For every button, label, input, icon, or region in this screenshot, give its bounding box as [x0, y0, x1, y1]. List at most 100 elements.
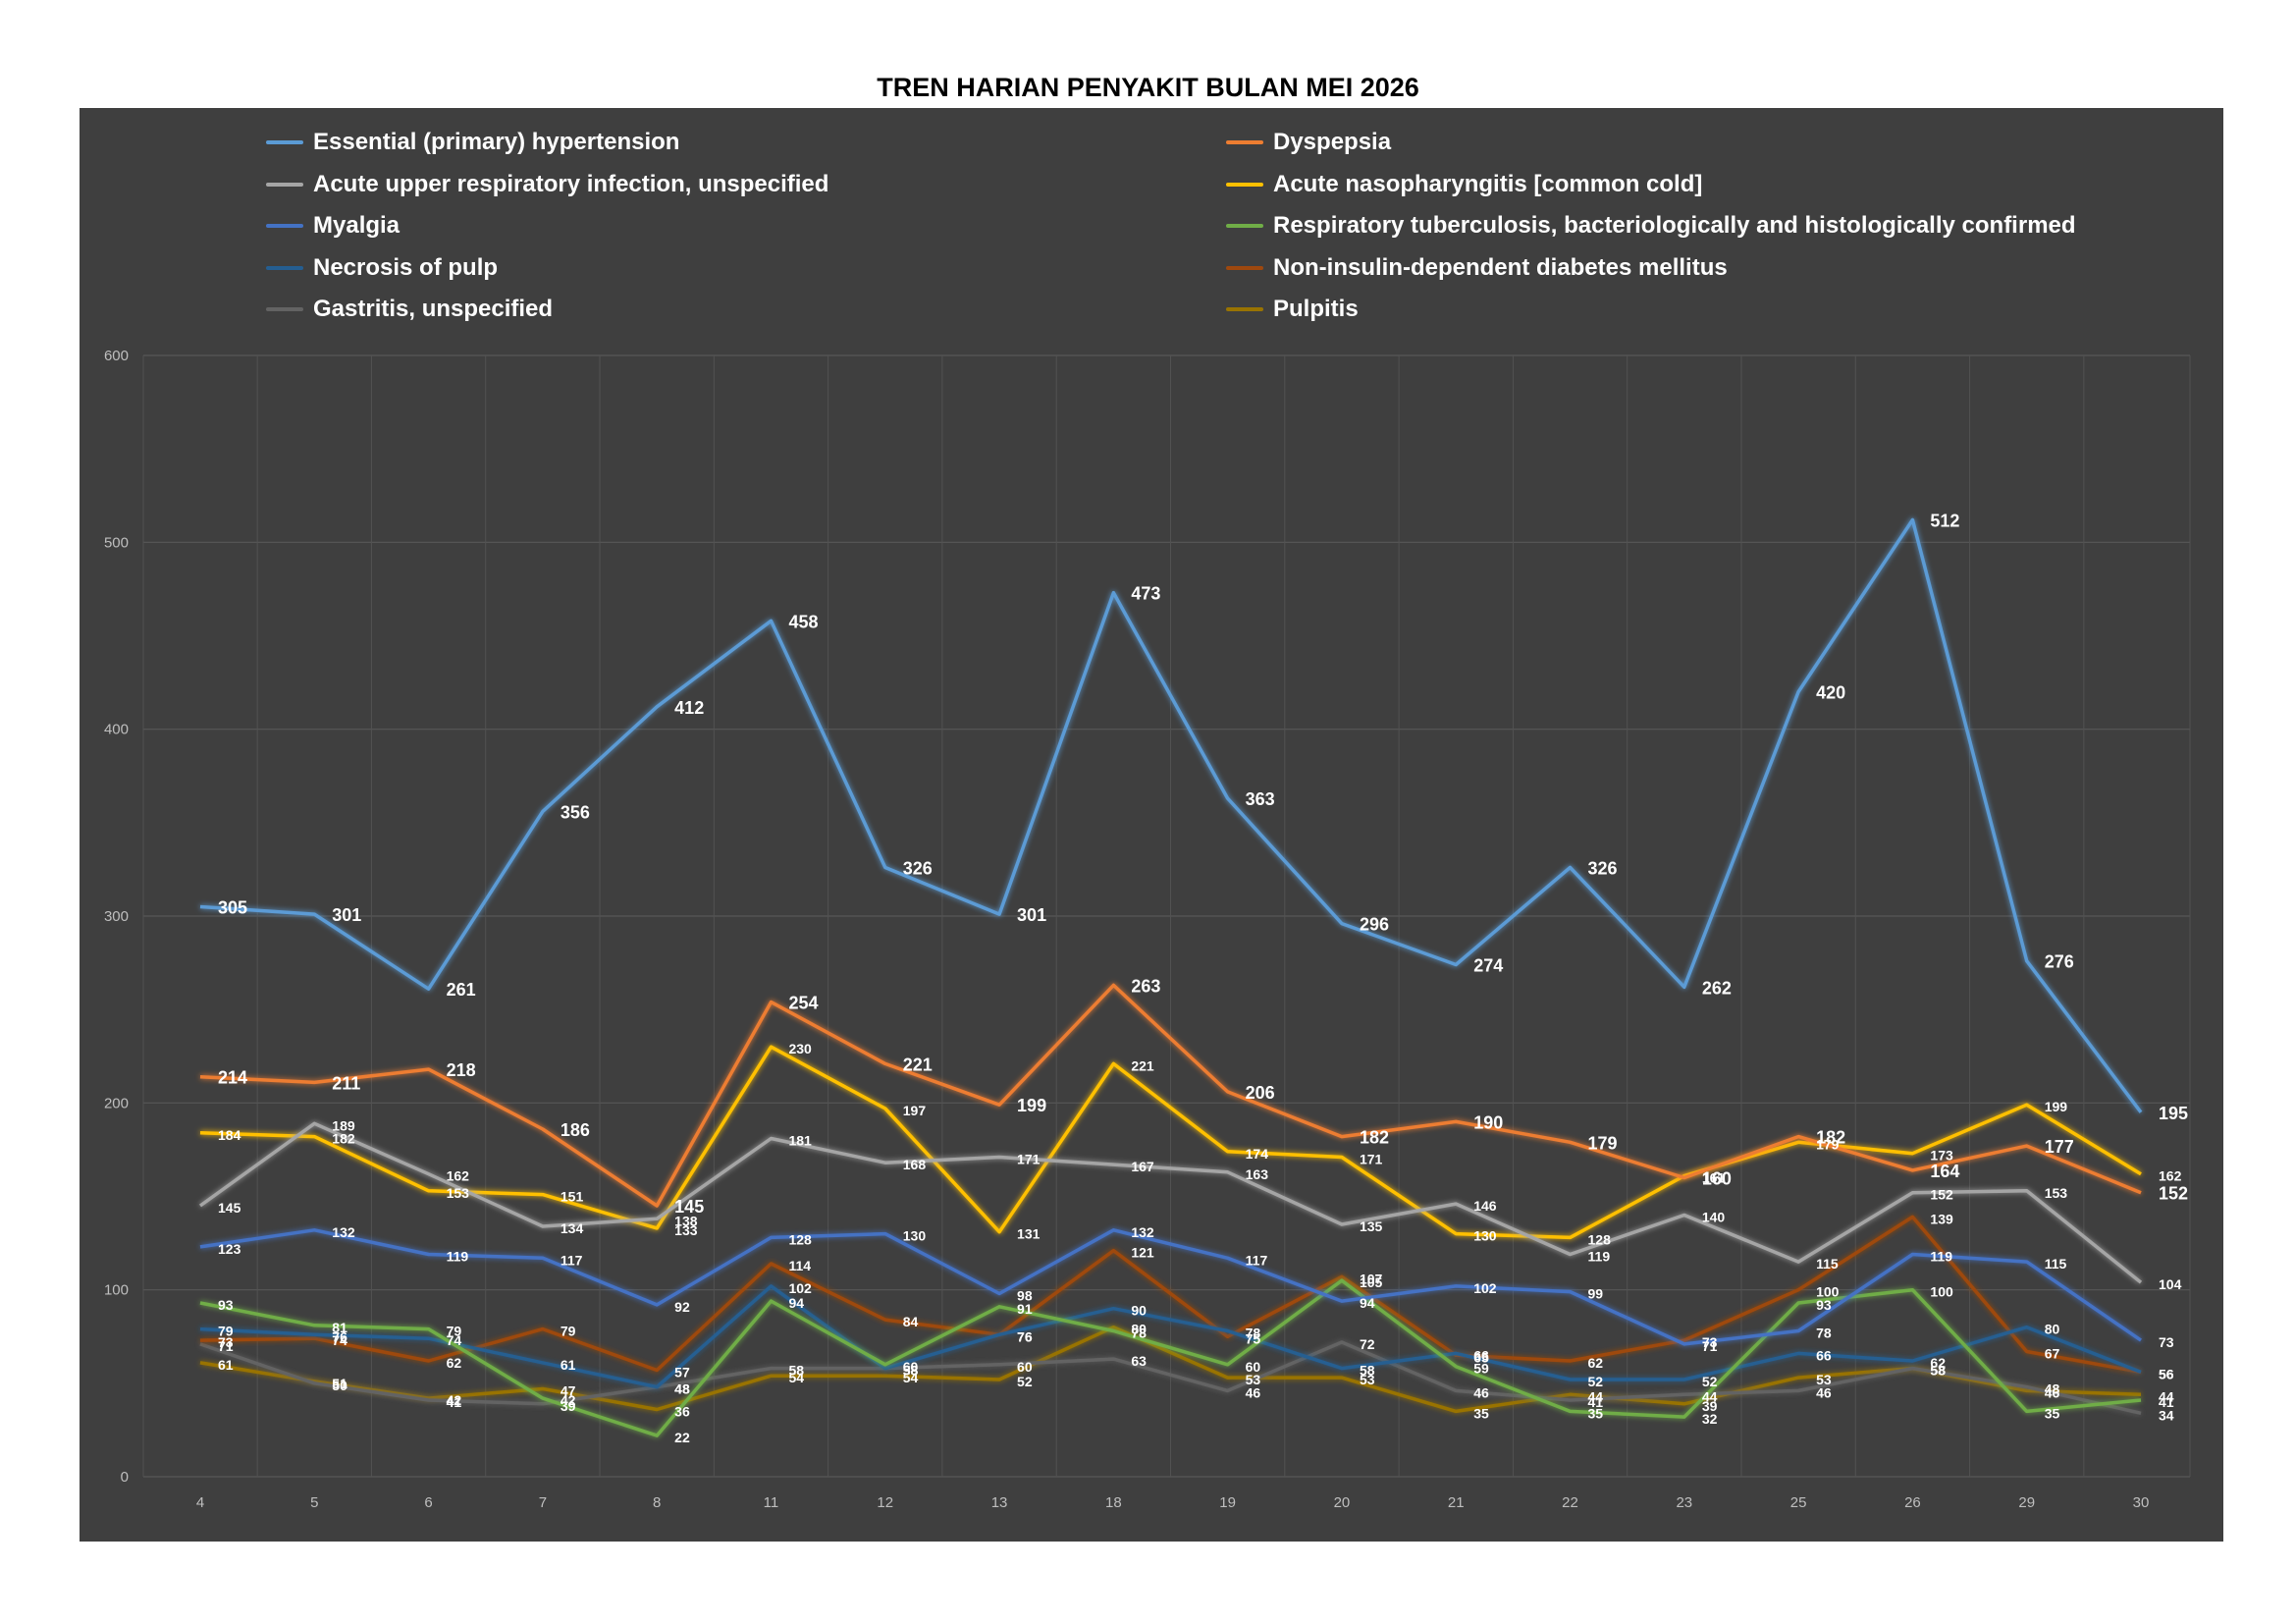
data-label: 50	[332, 1378, 347, 1393]
data-label: 133	[674, 1222, 698, 1238]
data-label: 305	[218, 897, 247, 917]
data-label: 44	[1588, 1388, 1604, 1404]
data-label: 179	[1816, 1136, 1840, 1152]
y-tick-label: 300	[104, 908, 129, 925]
data-label: 162	[447, 1168, 470, 1184]
series-line	[199, 1325, 2142, 1414]
y-tick-label: 500	[104, 534, 129, 551]
legend-swatch	[1226, 140, 1263, 144]
legend-item: Pulpitis	[1226, 295, 1359, 324]
data-label: 47	[561, 1383, 576, 1399]
data-label: 254	[788, 994, 818, 1013]
legend-swatch	[1226, 307, 1263, 311]
x-tick-label: 4	[196, 1494, 204, 1511]
data-label: 56	[2159, 1366, 2174, 1381]
data-label: 60	[903, 1359, 919, 1375]
data-label: 52	[1702, 1374, 1718, 1389]
series-line	[199, 1228, 2142, 1346]
data-label: 73	[1702, 1334, 1718, 1350]
chart-title: TREN HARIAN PENYAKIT BULAN MEI 2026	[877, 73, 1419, 102]
data-label: 123	[218, 1241, 241, 1257]
y-tick-label: 100	[104, 1282, 129, 1299]
y-tick-label: 600	[104, 348, 129, 364]
data-label: 72	[1360, 1336, 1375, 1352]
data-label: 458	[788, 612, 818, 631]
legend-swatch	[266, 182, 303, 187]
series-line	[199, 1340, 2142, 1416]
y-tick-label: 0	[121, 1469, 129, 1486]
data-label: 39	[561, 1398, 576, 1414]
data-label: 263	[1131, 976, 1160, 996]
data-label: 186	[561, 1120, 590, 1140]
data-label: 115	[1816, 1256, 1839, 1272]
data-label: 92	[674, 1299, 690, 1315]
data-label: 62	[1930, 1355, 1946, 1371]
x-tick-label: 29	[2018, 1494, 2035, 1511]
data-label: 66	[1816, 1347, 1832, 1363]
data-label: 78	[1816, 1326, 1832, 1341]
data-label: 135	[1360, 1218, 1383, 1234]
data-label: 58	[788, 1363, 804, 1379]
data-label: 114	[788, 1258, 811, 1273]
legend-swatch	[1226, 182, 1263, 187]
data-label: 78	[1131, 1326, 1147, 1341]
legend-label: Non-insulin-dependent diabetes mellitus	[1273, 253, 1728, 281]
data-label: 326	[1588, 859, 1618, 879]
data-label: 174	[1246, 1146, 1269, 1162]
legend-label: Pulpitis	[1273, 296, 1359, 322]
x-tick-label: 5	[310, 1494, 318, 1511]
data-label: 22	[674, 1430, 690, 1445]
data-label: 145	[674, 1197, 704, 1217]
data-label: 412	[674, 698, 704, 718]
data-label: 67	[2045, 1345, 2060, 1361]
data-label: 221	[1131, 1057, 1154, 1073]
data-label: 54	[788, 1370, 804, 1385]
data-label: 177	[2045, 1137, 2074, 1157]
data-label: 71	[218, 1338, 234, 1354]
data-label: 119	[1930, 1249, 1952, 1265]
data-label: 171	[1017, 1152, 1041, 1167]
data-label: 58	[1930, 1363, 1946, 1379]
data-label: 80	[1131, 1322, 1147, 1337]
data-label: 163	[1246, 1166, 1269, 1182]
data-label: 105	[1360, 1274, 1383, 1290]
data-label: 128	[788, 1231, 812, 1247]
data-label: 153	[2045, 1185, 2068, 1201]
data-label: 168	[903, 1157, 927, 1172]
data-label: 128	[1588, 1231, 1612, 1247]
data-label: 206	[1246, 1083, 1275, 1103]
data-label: 211	[332, 1073, 360, 1093]
legend-item: Myalgia	[266, 211, 400, 241]
series-line	[198, 1121, 2143, 1284]
data-label: 195	[2159, 1104, 2188, 1123]
data-label: 52	[1588, 1374, 1604, 1389]
data-label: 74	[332, 1332, 347, 1348]
x-tick-label: 26	[1904, 1494, 1921, 1511]
data-label: 104	[2159, 1276, 2182, 1292]
data-label: 167	[1131, 1159, 1154, 1174]
data-label: 262	[1702, 978, 1732, 998]
data-label: 160	[1702, 1168, 1732, 1188]
data-label: 35	[1588, 1405, 1604, 1421]
data-label: 182	[1816, 1128, 1845, 1148]
series-line	[199, 983, 2142, 1208]
legend-swatch	[266, 224, 303, 228]
x-tick-label: 13	[991, 1494, 1008, 1511]
data-label: 190	[1473, 1112, 1503, 1132]
data-label: 94	[788, 1295, 804, 1311]
data-label: 58	[903, 1363, 919, 1379]
legend-label: Acute nasopharyngitis [common cold]	[1273, 170, 1703, 197]
legend-item: Respiratory tuberculosis, bacteriologica…	[1226, 211, 2076, 241]
data-label: 117	[1246, 1252, 1268, 1268]
data-label: 152	[1930, 1187, 1953, 1203]
data-label: 102	[1473, 1280, 1497, 1296]
data-label: 41	[2159, 1394, 2174, 1410]
data-label: 76	[1017, 1328, 1033, 1344]
data-label: 80	[2045, 1322, 2060, 1337]
data-label: 90	[1131, 1303, 1147, 1319]
data-label: 132	[332, 1224, 355, 1240]
data-label: 46	[1246, 1384, 1261, 1400]
series-line	[199, 1215, 2142, 1375]
